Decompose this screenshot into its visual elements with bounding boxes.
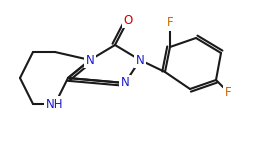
Text: N: N (121, 76, 129, 90)
Text: N: N (136, 54, 144, 66)
Text: NH: NH (46, 98, 64, 110)
Text: F: F (167, 17, 173, 29)
Text: F: F (225, 85, 231, 98)
Text: N: N (86, 54, 94, 66)
Text: O: O (123, 14, 133, 27)
